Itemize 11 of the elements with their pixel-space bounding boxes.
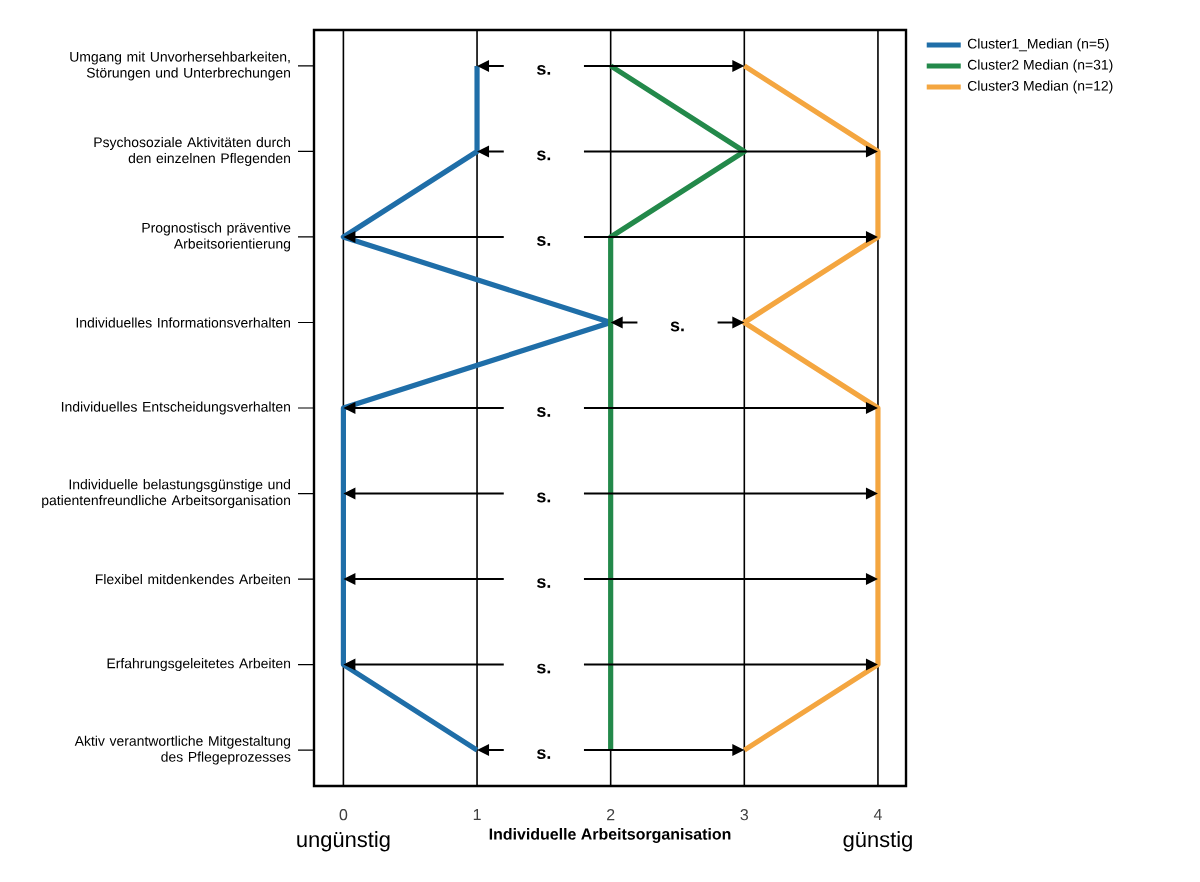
annotation: s. <box>537 663 551 674</box>
text: günstig <box>843 831 912 852</box>
text: ungünstig <box>297 831 390 852</box>
annotation: s. <box>537 492 551 503</box>
annotation: s. <box>537 65 551 75</box>
annotation: s. <box>537 236 551 246</box>
annotation: s. <box>537 578 551 588</box>
annotation: s. <box>670 321 684 332</box>
annotation: s. <box>537 150 551 161</box>
annotation: s. <box>537 749 551 760</box>
annotation: s. <box>537 407 551 417</box>
